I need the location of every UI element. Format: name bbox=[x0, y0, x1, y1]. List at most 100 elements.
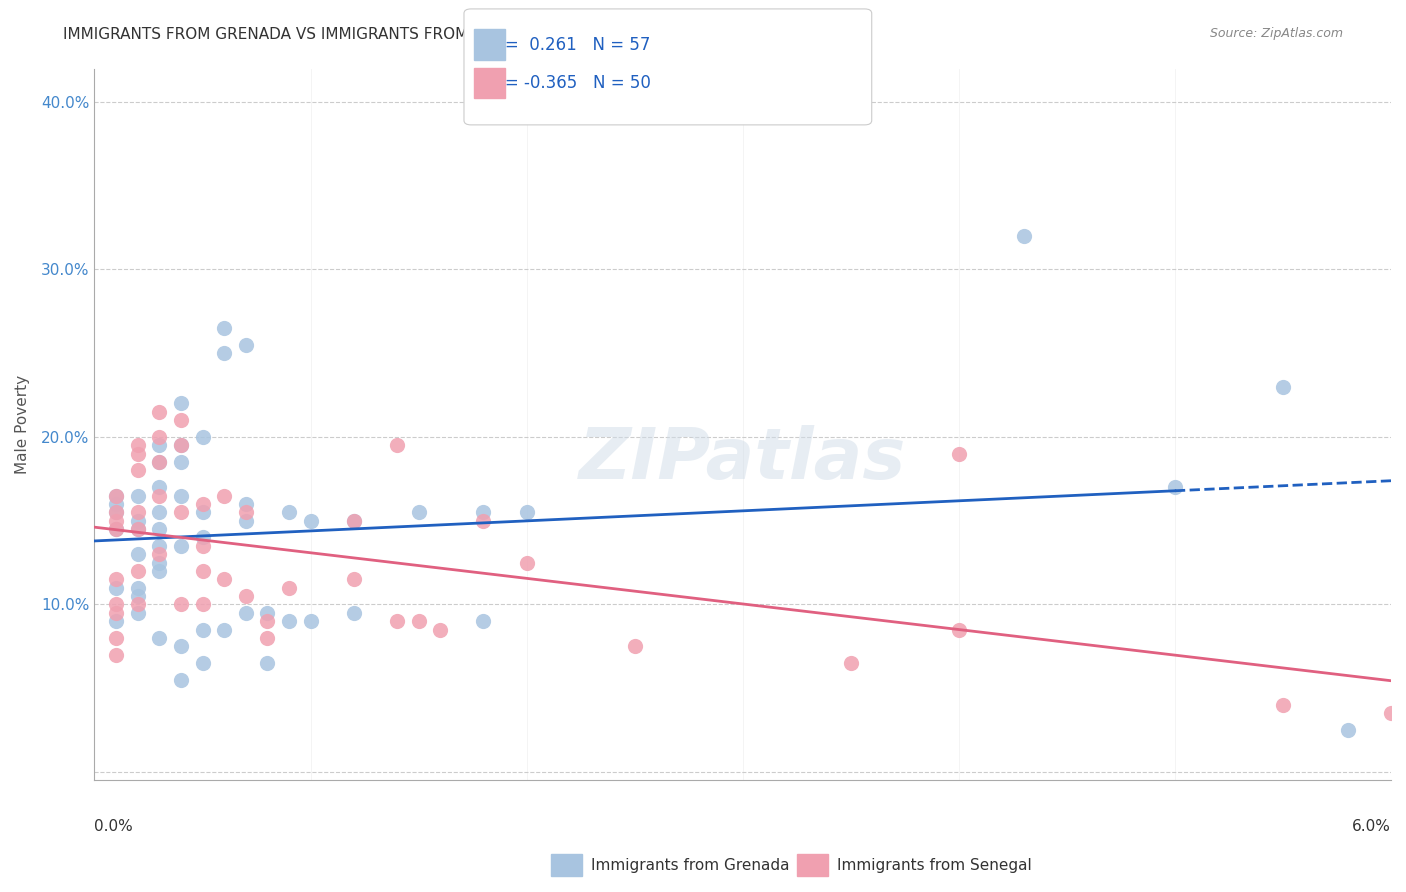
Point bbox=[191, 530, 214, 544]
Point bbox=[127, 514, 149, 528]
Point bbox=[105, 505, 128, 519]
Point bbox=[516, 505, 538, 519]
Text: Immigrants from Senegal: Immigrants from Senegal bbox=[837, 858, 1032, 872]
Point bbox=[191, 564, 214, 578]
Point bbox=[472, 505, 495, 519]
Point bbox=[170, 640, 193, 654]
Point bbox=[127, 489, 149, 503]
Point bbox=[170, 673, 193, 687]
Point bbox=[127, 547, 149, 561]
Point bbox=[170, 438, 193, 452]
Point bbox=[343, 514, 366, 528]
Point bbox=[105, 522, 128, 536]
Point bbox=[148, 547, 170, 561]
Point bbox=[148, 631, 170, 645]
Point bbox=[278, 581, 301, 595]
Point bbox=[148, 438, 170, 452]
Point bbox=[148, 564, 170, 578]
Point bbox=[235, 514, 257, 528]
Point bbox=[127, 447, 149, 461]
Point bbox=[623, 640, 645, 654]
Point bbox=[429, 623, 451, 637]
Point bbox=[1012, 229, 1035, 244]
Point bbox=[212, 346, 235, 360]
Text: Immigrants from Grenada: Immigrants from Grenada bbox=[591, 858, 789, 872]
Point bbox=[148, 556, 170, 570]
Point bbox=[1164, 480, 1187, 494]
Point bbox=[191, 656, 214, 670]
Point bbox=[127, 505, 149, 519]
Point bbox=[105, 572, 128, 586]
Point bbox=[105, 505, 128, 519]
Point bbox=[191, 497, 214, 511]
Point bbox=[256, 656, 278, 670]
Point bbox=[170, 438, 193, 452]
Point bbox=[472, 514, 495, 528]
Point bbox=[105, 489, 128, 503]
Point bbox=[299, 614, 322, 628]
Point bbox=[170, 539, 193, 553]
Point bbox=[191, 505, 214, 519]
Point bbox=[148, 480, 170, 494]
Point bbox=[148, 489, 170, 503]
Point bbox=[343, 572, 366, 586]
Point bbox=[278, 505, 301, 519]
Point bbox=[105, 581, 128, 595]
Text: 6.0%: 6.0% bbox=[1353, 819, 1391, 834]
Point bbox=[256, 631, 278, 645]
Point bbox=[948, 447, 970, 461]
Point bbox=[148, 430, 170, 444]
Point bbox=[278, 614, 301, 628]
Text: R =  0.261   N = 57: R = 0.261 N = 57 bbox=[488, 36, 650, 54]
Point bbox=[148, 522, 170, 536]
Point bbox=[105, 631, 128, 645]
Point bbox=[105, 606, 128, 620]
Point bbox=[299, 514, 322, 528]
Point bbox=[127, 589, 149, 603]
Point bbox=[235, 497, 257, 511]
Point bbox=[212, 623, 235, 637]
Point bbox=[191, 539, 214, 553]
Point bbox=[148, 539, 170, 553]
Point bbox=[235, 606, 257, 620]
Point bbox=[170, 505, 193, 519]
Point bbox=[948, 623, 970, 637]
Point bbox=[127, 598, 149, 612]
Point bbox=[839, 656, 862, 670]
Point bbox=[212, 572, 235, 586]
Point bbox=[170, 489, 193, 503]
Point bbox=[516, 556, 538, 570]
Point bbox=[148, 455, 170, 469]
Point bbox=[105, 522, 128, 536]
Point bbox=[212, 489, 235, 503]
Point bbox=[191, 623, 214, 637]
Y-axis label: Male Poverty: Male Poverty bbox=[15, 375, 30, 474]
Point bbox=[170, 598, 193, 612]
Point bbox=[127, 522, 149, 536]
Point bbox=[343, 514, 366, 528]
Point bbox=[148, 505, 170, 519]
Point bbox=[235, 338, 257, 352]
Point bbox=[1379, 706, 1402, 721]
Point bbox=[127, 606, 149, 620]
Point bbox=[105, 614, 128, 628]
Point bbox=[148, 455, 170, 469]
Point bbox=[170, 413, 193, 427]
Point bbox=[212, 321, 235, 335]
Text: IMMIGRANTS FROM GRENADA VS IMMIGRANTS FROM SENEGAL MALE POVERTY CORRELATION CHAR: IMMIGRANTS FROM GRENADA VS IMMIGRANTS FR… bbox=[63, 27, 835, 42]
Point bbox=[105, 514, 128, 528]
Point bbox=[1271, 380, 1294, 394]
Point bbox=[191, 430, 214, 444]
Text: 0.0%: 0.0% bbox=[94, 819, 134, 834]
Point bbox=[170, 396, 193, 410]
Point bbox=[256, 614, 278, 628]
Point bbox=[127, 522, 149, 536]
Point bbox=[170, 455, 193, 469]
Text: R = -0.365   N = 50: R = -0.365 N = 50 bbox=[488, 74, 651, 92]
Point bbox=[408, 614, 430, 628]
Point bbox=[191, 598, 214, 612]
Point bbox=[105, 497, 128, 511]
Point bbox=[127, 438, 149, 452]
Point bbox=[148, 405, 170, 419]
Point bbox=[385, 614, 408, 628]
